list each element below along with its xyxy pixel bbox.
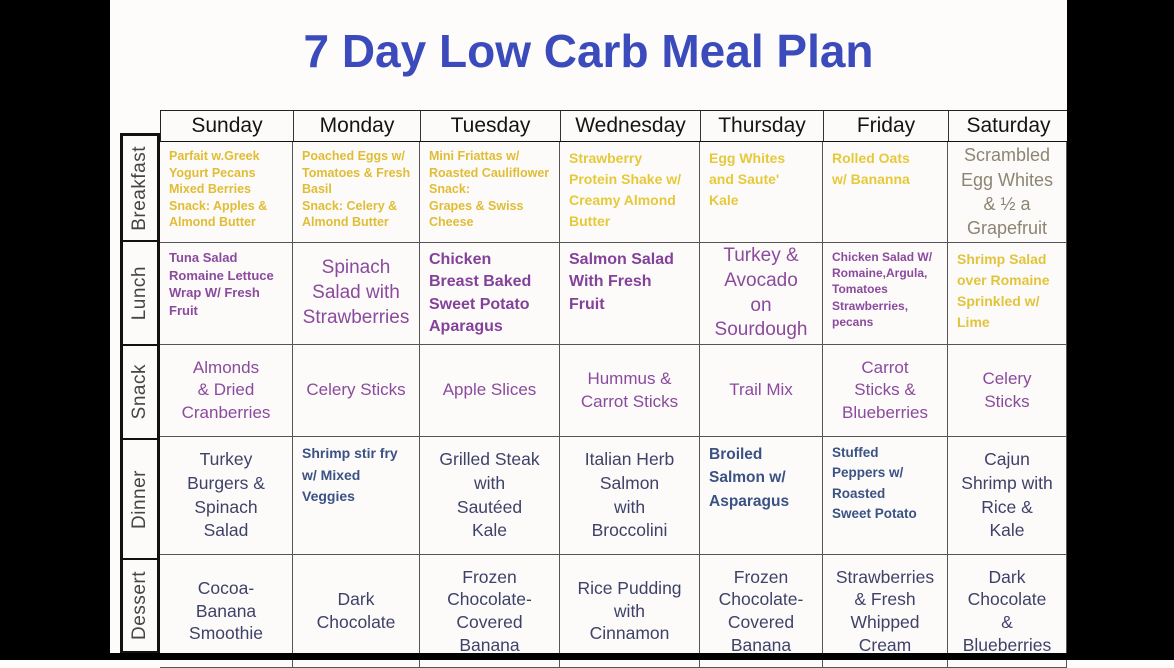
day-header-tuesday: Tuesday — [421, 111, 561, 141]
letterbox-right — [1067, 0, 1174, 660]
cell-dessert-saturday: Dark Chocolate & Blueberries — [948, 555, 1067, 668]
cell-snack-sunday: Almonds & Dried Cranberries — [160, 345, 293, 437]
cell-snack-friday: Carrot Sticks & Blueberries — [823, 345, 948, 437]
day-header-monday: Monday — [294, 111, 421, 141]
cell-lunch-tuesday: Chicken Breast Baked Sweet Potato Aparag… — [420, 243, 560, 345]
cell-snack-thursday: Trail Mix — [700, 345, 823, 437]
cell-dinner-sunday: Turkey Burgers & Spinach Salad — [160, 437, 293, 555]
letterbox-bottom — [0, 653, 1174, 660]
cell-dinner-saturday: Cajun Shrimp with Rice & Kale — [948, 437, 1067, 555]
cell-dessert-monday: Dark Chocolate — [293, 555, 420, 668]
cell-breakfast-wednesday: Strawberry Protein Shake w/ Creamy Almon… — [560, 142, 700, 243]
cell-breakfast-friday: Rolled Oats w/ Bananna — [823, 142, 948, 243]
cell-breakfast-thursday: Egg Whites and Saute' Kale — [700, 142, 823, 243]
cell-snack-tuesday: Apple Slices — [420, 345, 560, 437]
meal-label-breakfast: Breakfast — [123, 136, 157, 242]
cell-lunch-wednesday: Salmon Salad With Fresh Fruit — [560, 243, 700, 345]
meal-label-dinner: Dinner — [123, 440, 157, 560]
cell-breakfast-sunday: Parfait w.Greek Yogurt Pecans Mixed Berr… — [160, 142, 293, 243]
cell-snack-wednesday: Hummus & Carrot Sticks — [560, 345, 700, 437]
cell-dinner-wednesday: Italian Herb Salmon with Broccolini — [560, 437, 700, 555]
cell-snack-saturday: Celery Sticks — [948, 345, 1067, 437]
cell-lunch-friday: Chicken Salad W/ Romaine,Argula, Tomatoe… — [823, 243, 948, 345]
meal-plan-grid: Parfait w.Greek Yogurt Pecans Mixed Berr… — [160, 142, 1067, 668]
meal-label-column: Breakfast Lunch Snack Dinner Dessert — [120, 133, 160, 654]
meal-label-snack: Snack — [123, 346, 157, 440]
meal-label-lunch: Lunch — [123, 242, 157, 346]
cell-dinner-thursday: Broiled Salmon w/ Asparagus — [700, 437, 823, 555]
day-header-friday: Friday — [824, 111, 949, 141]
cell-dessert-sunday: Cocoa- Banana Smoothie — [160, 555, 293, 668]
cell-dessert-wednesday: Rice Pudding with Cinnamon — [560, 555, 700, 668]
cell-lunch-monday: Spinach Salad with Strawberries — [293, 243, 420, 345]
cell-dinner-tuesday: Grilled Steak with Sautéed Kale — [420, 437, 560, 555]
day-header-sunday: Sunday — [161, 111, 294, 141]
cell-lunch-sunday: Tuna Salad Romaine Lettuce Wrap W/ Fresh… — [160, 243, 293, 345]
day-header-thursday: Thursday — [701, 111, 824, 141]
cell-snack-monday: Celery Sticks — [293, 345, 420, 437]
page-title: 7 Day Low Carb Meal Plan — [303, 25, 874, 77]
cell-breakfast-saturday: Scrambled Egg Whites & ½ a Grapefruit — [948, 142, 1067, 243]
cell-dinner-friday: Stuffed Peppers w/ Roasted Sweet Potato — [823, 437, 948, 555]
day-header-wednesday: Wednesday — [561, 111, 701, 141]
cell-breakfast-monday: Poached Eggs w/ Tomatoes & Fresh Basil S… — [293, 142, 420, 243]
day-header-row: Sunday Monday Tuesday Wednesday Thursday… — [160, 110, 1069, 143]
letterbox-left — [0, 0, 110, 660]
cell-dinner-monday: Shrimp stir fry w/ Mixed Veggies — [293, 437, 420, 555]
cell-dessert-tuesday: Frozen Chocolate- Covered Banana — [420, 555, 560, 668]
day-header-saturday: Saturday — [966, 114, 1051, 137]
cell-dessert-friday: Strawberries & Fresh Whipped Cream — [823, 555, 948, 668]
cell-breakfast-tuesday: Mini Friattas w/ Roasted Cauliflower Sna… — [420, 142, 560, 243]
cell-dessert-thursday: Frozen Chocolate- Covered Banana — [700, 555, 823, 668]
cell-lunch-thursday: Turkey & Avocado on Sourdough — [700, 243, 823, 345]
meal-label-dessert: Dessert — [129, 571, 150, 640]
cell-lunch-saturday: Shrimp Salad over Romaine Sprinkled w/ L… — [948, 243, 1067, 345]
